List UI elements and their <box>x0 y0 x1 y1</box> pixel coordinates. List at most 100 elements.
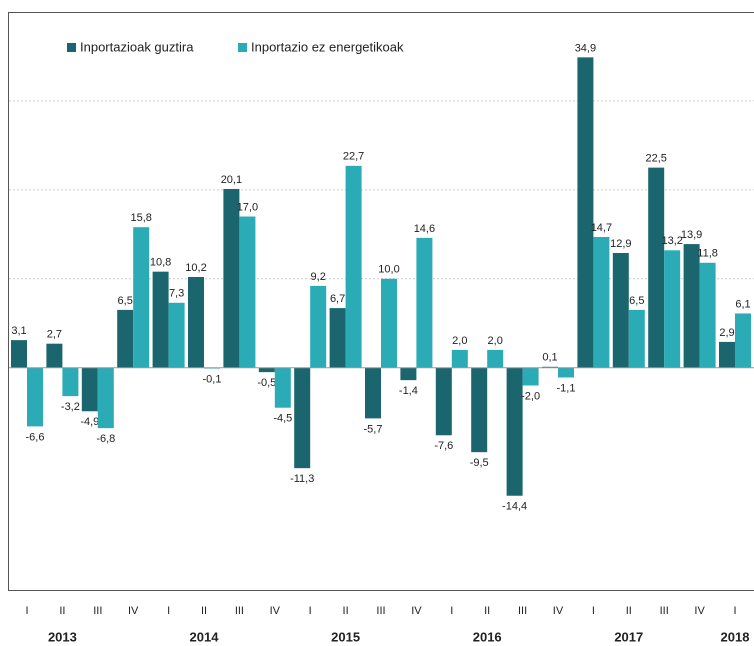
bar <box>27 367 43 427</box>
data-label: -4,9 <box>80 416 99 428</box>
x-tick-label: II <box>484 605 490 617</box>
x-tick-label: IV <box>270 605 281 617</box>
data-label: -9,5 <box>470 457 489 469</box>
bar <box>11 340 27 368</box>
data-label: -1,4 <box>399 385 418 397</box>
data-label: 12,9 <box>610 238 631 250</box>
bar <box>152 271 169 368</box>
bar <box>117 309 134 368</box>
data-label: 2,9 <box>719 327 734 339</box>
data-label: -3,2 <box>61 401 80 413</box>
bar <box>558 367 574 378</box>
x-tick-label: IV <box>694 605 705 617</box>
x-tick-label: I <box>592 605 595 617</box>
bar <box>294 367 311 469</box>
x-tick-label: II <box>343 605 349 617</box>
data-label: -6,6 <box>26 431 45 443</box>
bar <box>648 167 665 368</box>
bar <box>168 302 185 368</box>
bar <box>416 237 433 368</box>
data-label: -14,4 <box>502 501 527 513</box>
data-label: 6,5 <box>629 295 644 307</box>
data-label: 14,6 <box>414 223 435 235</box>
data-label: 14,7 <box>591 222 612 234</box>
bar <box>471 367 488 453</box>
data-label: 10,0 <box>378 264 399 276</box>
x-tick-label: I <box>733 605 736 617</box>
bar <box>62 367 79 397</box>
bar <box>451 349 468 368</box>
plot-frame <box>8 12 754 591</box>
bar <box>683 244 700 368</box>
bar <box>719 341 735 368</box>
data-label: -0,1 <box>203 373 222 385</box>
bar <box>223 188 240 368</box>
x-tick-label: I <box>25 605 28 617</box>
x-tick-label: II <box>626 605 632 617</box>
x-tick-label: II <box>59 605 65 617</box>
x-tick-label: III <box>660 605 669 617</box>
data-label: 0,1 <box>542 352 557 364</box>
x-tick-label: III <box>93 605 102 617</box>
bar <box>487 349 504 368</box>
bar <box>612 252 629 368</box>
bar <box>699 262 716 368</box>
bar <box>522 367 539 386</box>
bar <box>258 367 275 373</box>
x-tick-label: III <box>235 605 244 617</box>
data-label: 10,8 <box>150 257 171 269</box>
bar <box>435 367 452 436</box>
data-label: -6,8 <box>96 433 115 445</box>
data-label: -4,5 <box>273 413 292 425</box>
data-label: 9,2 <box>311 271 326 283</box>
x-tick-label: IV <box>553 605 564 617</box>
legend-label: Inportazio ez energetikoak <box>251 39 404 54</box>
bar <box>329 308 346 368</box>
data-label: 2,0 <box>488 335 503 347</box>
data-label: 34,9 <box>575 42 596 54</box>
data-label: -1,1 <box>557 382 576 394</box>
data-label: 6,5 <box>118 295 133 307</box>
data-label: -0,5 <box>257 377 276 389</box>
bar <box>46 343 63 368</box>
bar <box>381 278 397 368</box>
bar <box>664 250 681 368</box>
bar <box>81 367 98 412</box>
year-label: 2013 <box>48 629 77 644</box>
x-tick-label: IV <box>411 605 422 617</box>
legend-label: Inportazioak guztira <box>80 39 194 54</box>
bar <box>188 276 204 368</box>
data-label: -7,6 <box>434 440 453 452</box>
bar <box>577 57 594 368</box>
x-tick-label: IV <box>128 605 139 617</box>
bar <box>345 165 362 368</box>
bar <box>365 367 381 419</box>
year-label: 2015 <box>331 629 360 644</box>
data-label: 3,1 <box>11 325 26 337</box>
x-tick-label: I <box>450 605 453 617</box>
x-tick-label: III <box>518 605 527 617</box>
year-label: 2014 <box>190 629 220 644</box>
legend-swatch <box>67 43 76 52</box>
data-label: 6,1 <box>735 298 750 310</box>
x-tick-label: I <box>167 605 170 617</box>
bar <box>506 367 523 496</box>
bar <box>274 367 291 408</box>
bar <box>133 227 150 368</box>
year-label: 2016 <box>473 629 502 644</box>
data-label: -11,3 <box>290 473 314 485</box>
year-label: 2018 <box>721 629 750 644</box>
data-label: 22,7 <box>343 151 364 163</box>
bar <box>735 313 751 368</box>
data-label: -5,7 <box>364 423 383 435</box>
data-label: 15,8 <box>130 212 151 224</box>
bar <box>97 367 114 429</box>
data-label: 11,8 <box>697 248 718 260</box>
data-label: 6,7 <box>330 293 345 305</box>
x-tick-label: II <box>201 605 207 617</box>
data-label: 13,2 <box>661 235 682 247</box>
data-label: 7,3 <box>169 288 184 300</box>
bar <box>400 367 417 381</box>
